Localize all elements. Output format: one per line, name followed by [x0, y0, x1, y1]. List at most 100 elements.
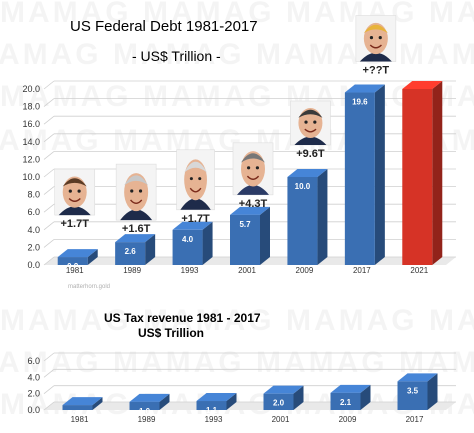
face-hair	[363, 24, 388, 33]
chart-1-value-label: 10.0	[295, 182, 311, 191]
face-eye	[247, 166, 251, 170]
chart-2-x-tick-label: 1989	[138, 415, 156, 424]
face-eye	[198, 177, 202, 181]
chart-2-subtitle: US$ Trillion	[138, 326, 205, 340]
chart-2-bar-1981	[62, 397, 103, 410]
face-suit	[58, 206, 91, 216]
chart-2-bar-2017	[397, 373, 438, 410]
chart-1-gridline	[43, 168, 55, 178]
chart-1-value-label: 2.6	[125, 247, 137, 256]
bar-top	[402, 81, 443, 89]
chart-1-bar-1993	[172, 221, 213, 265]
chart-2-gridline	[43, 369, 55, 378]
chart-2-x-tick-label: 2009	[339, 415, 357, 424]
face-eye	[138, 189, 143, 193]
bar-top	[263, 385, 304, 394]
bar-side	[202, 221, 213, 265]
chart-1-gridline	[43, 221, 55, 231]
face-skin	[124, 173, 149, 212]
chart-1-annotation: +4.3T	[239, 198, 268, 210]
face-suit	[120, 209, 153, 221]
chart-1-x-tick-label: 2009	[296, 266, 314, 275]
bar-side	[374, 84, 385, 266]
bar-side	[226, 393, 237, 410]
bar-front	[287, 177, 318, 265]
chart-1-y-tick-label: 8.0	[27, 190, 40, 200]
chart-1-y-tick-label: 2.0	[27, 242, 40, 252]
face-skin	[241, 151, 265, 187]
chart-1-bar-2021	[402, 81, 443, 265]
chart-1-title: US Federal Debt 1981-2017	[70, 18, 258, 35]
chart-2-floor	[44, 402, 456, 410]
bar-front	[62, 405, 93, 410]
bar-top	[397, 373, 438, 382]
face-mouth	[304, 128, 317, 133]
bar-side	[360, 384, 371, 410]
chart-1-value-label: 4.0	[182, 235, 194, 244]
bar-side	[317, 169, 328, 265]
bar-top	[172, 221, 213, 230]
chart-1-y-tick-label: 0.0	[27, 260, 40, 270]
face-skin	[184, 159, 207, 201]
face-suit	[237, 184, 269, 195]
chart-1-bar-1989	[115, 234, 156, 265]
chart-2-bar-1993	[196, 393, 237, 410]
chart-2-value-label: 2.1	[340, 398, 352, 407]
chart-2-gridline	[43, 352, 55, 362]
bar-side	[293, 385, 304, 410]
chart-1-subtitle: - US$ Trillion -	[132, 48, 221, 64]
chart-1-gridline	[43, 203, 55, 213]
face-hair	[184, 161, 207, 173]
face-hair	[124, 175, 149, 186]
face-eye	[77, 189, 81, 193]
bar-front	[397, 381, 428, 410]
chart-1-gridline	[43, 151, 55, 160]
source-credit: matterhorn.gold	[68, 284, 110, 290]
bar-top	[344, 84, 385, 93]
chart-1-bar-2017	[344, 84, 385, 266]
face-mouth	[68, 198, 81, 202]
bar-top	[330, 384, 371, 393]
face-hair	[241, 153, 265, 163]
chart-1-x-tick-label: 2001	[238, 266, 256, 275]
chart-2-value-label: 2.0	[273, 399, 285, 408]
bar-front	[172, 229, 203, 265]
chart-1-bar-2009	[287, 169, 328, 265]
bar-side	[145, 234, 156, 265]
bar-top	[230, 206, 270, 215]
bar-front	[57, 257, 88, 265]
face-mouth	[130, 199, 143, 205]
face-eye	[189, 177, 193, 181]
chart-2-value-label: 1.1	[206, 406, 218, 415]
chart-2-bar-2001	[263, 385, 304, 410]
bar-side	[432, 81, 443, 265]
bar-front	[129, 401, 160, 410]
chart-1-annotation: +??T	[363, 65, 390, 77]
bar-top	[62, 397, 103, 406]
face-hair	[298, 109, 323, 118]
chart-2-title: US Tax revenue 1981 - 2017	[104, 311, 261, 325]
chart-2-bar-2009	[330, 384, 371, 410]
face-eye	[378, 36, 382, 40]
caricature-president-6-icon	[355, 15, 397, 62]
debt-chart: 0.0 2.0 4.0 6.0 8.0 10.0 12.0 14.0 16.0 18.0 20.0 0…	[22, 15, 456, 290]
bar-top	[287, 169, 328, 177]
face-skin	[62, 176, 87, 208]
chart-2-value-label: 0.6	[72, 410, 84, 419]
chart-1-y-tick-label: 6.0	[27, 207, 40, 217]
face-hair	[62, 178, 87, 187]
chart-1-gridline	[43, 133, 55, 143]
bar-front	[196, 401, 227, 410]
bar-side	[159, 393, 170, 410]
chart-1-x-tick-label: 2021	[410, 266, 428, 275]
bar-top	[115, 234, 156, 243]
chart-1-x-tick-label: 1989	[123, 266, 141, 275]
chart-1-annotation: +9.6T	[296, 148, 325, 160]
caricature-president-3-icon	[176, 149, 215, 211]
chart-2-x-tick-label: 1981	[71, 415, 89, 424]
chart-1-gridline	[43, 80, 55, 90]
face-suit	[294, 136, 327, 145]
chart-2-value-label: 1.0	[139, 407, 151, 416]
face-eye	[130, 189, 134, 193]
chart-1-annotation: +1.6T	[122, 223, 151, 235]
